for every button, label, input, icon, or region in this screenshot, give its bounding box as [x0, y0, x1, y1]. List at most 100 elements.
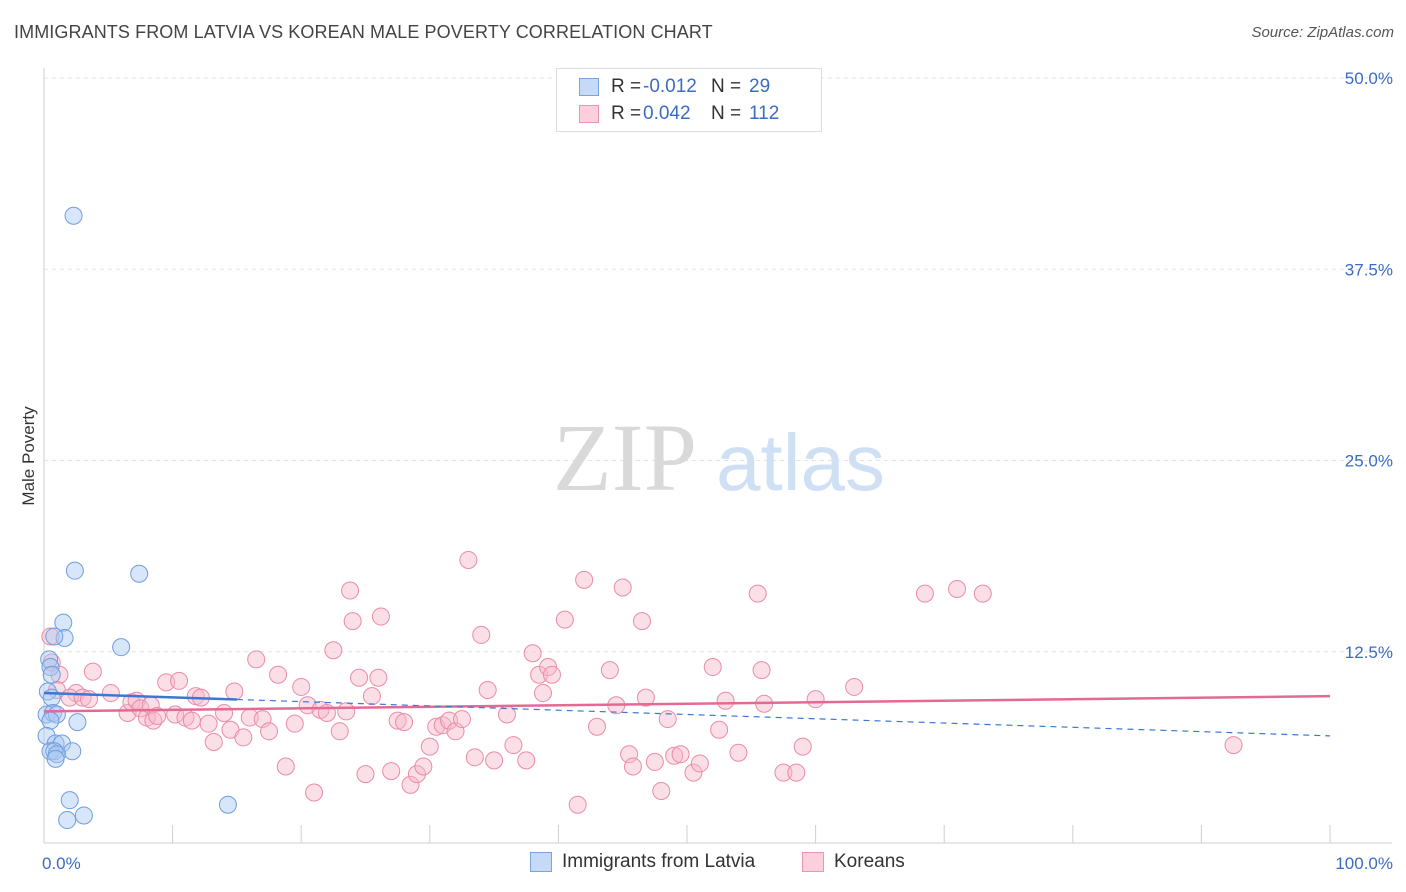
legend-row-latvia: R = -0.012 N = 29 [579, 75, 770, 99]
x-tick-label: 100.0% [1335, 854, 1393, 873]
point-koreans [729, 743, 748, 762]
watermark: ZIP atlas [553, 404, 885, 511]
watermark-zip: ZIP [553, 404, 697, 511]
point-koreans [555, 610, 574, 629]
point-koreans [613, 578, 632, 597]
point-koreans [915, 584, 934, 603]
point-latvia [42, 665, 61, 684]
point-koreans [703, 658, 722, 677]
point-koreans [568, 795, 587, 814]
series-swatch-koreans [802, 852, 824, 872]
point-koreans [575, 570, 594, 589]
chart-title: IMMIGRANTS FROM LATVIA VS KOREAN MALE PO… [14, 22, 713, 42]
series-legend-koreans: Koreans [802, 851, 905, 873]
point-koreans [407, 765, 426, 784]
y-axis-label: Male Poverty [19, 406, 38, 506]
point-koreans [465, 748, 484, 767]
legend-n-value-koreans: 112 [749, 103, 780, 124]
series-legend-latvia: Immigrants from Latvia [530, 851, 755, 873]
point-koreans [170, 671, 189, 690]
point-latvia [60, 791, 79, 810]
point-koreans [414, 757, 433, 776]
point-koreans [362, 687, 381, 706]
legend-r-value-latvia: -0.012 [643, 76, 697, 97]
point-latvia [58, 811, 77, 830]
point-koreans [478, 681, 497, 699]
legend-n-value-latvia: 29 [749, 76, 771, 97]
watermark-atlas: atlas [716, 418, 885, 507]
legend-swatch-latvia [579, 78, 599, 96]
point-latvia [40, 650, 59, 669]
point-koreans [337, 702, 356, 721]
point-koreans [356, 765, 375, 784]
point-koreans [225, 682, 244, 701]
legend-r-value-koreans: 0.042 [643, 103, 691, 124]
point-koreans [793, 737, 812, 756]
grid-lines [44, 77, 1392, 653]
point-koreans [542, 665, 561, 684]
point-koreans [199, 714, 218, 733]
series-swatch-latvia [530, 852, 552, 872]
point-koreans [234, 728, 253, 747]
y-tick-label: 25.0% [1345, 452, 1393, 471]
point-koreans [305, 783, 324, 802]
point-latvia [68, 713, 87, 732]
point-latvia [130, 564, 149, 583]
point-koreans [472, 625, 491, 644]
point-koreans [523, 644, 542, 663]
point-koreans [420, 737, 439, 756]
point-latvia [42, 688, 61, 707]
point-koreans [395, 713, 414, 732]
point-koreans [774, 763, 793, 782]
point-latvia [54, 613, 73, 632]
point-koreans [787, 763, 806, 782]
point-koreans [684, 763, 703, 782]
y-tick-label: 50.0% [1345, 69, 1393, 88]
point-koreans [620, 745, 639, 764]
point-koreans [371, 607, 390, 626]
point-koreans [215, 703, 234, 722]
legend-swatch-koreans [579, 105, 599, 123]
point-koreans [530, 665, 549, 684]
point-koreans [636, 688, 655, 707]
point-koreans [330, 722, 349, 741]
point-koreans [204, 733, 223, 752]
point-latvia [218, 795, 237, 814]
point-koreans [600, 661, 619, 680]
point-koreans [440, 711, 459, 730]
legend-r-label: R = [611, 103, 642, 124]
point-koreans [83, 662, 102, 681]
point-koreans [276, 757, 295, 776]
series-name-latvia: Immigrants from Latvia [562, 851, 756, 872]
point-koreans [485, 751, 504, 770]
point-latvia [45, 742, 64, 761]
point-koreans [324, 641, 343, 660]
point-koreans [388, 711, 407, 730]
point-koreans [50, 665, 69, 684]
source-label: Source: ZipAtlas.com [1251, 24, 1394, 41]
y-tick-label: 12.5% [1345, 643, 1393, 662]
point-koreans [131, 699, 150, 718]
axes [43, 68, 1392, 844]
point-koreans [517, 751, 536, 770]
point-koreans [587, 717, 606, 736]
trend-line-latvia [43, 691, 237, 701]
point-latvia [41, 711, 60, 730]
legend-n-label: N = [711, 76, 742, 97]
point-koreans [341, 581, 360, 600]
point-koreans [382, 762, 401, 781]
point-koreans [369, 668, 388, 687]
point-koreans [157, 673, 176, 692]
point-koreans [948, 580, 967, 599]
point-latvia [74, 806, 93, 825]
point-koreans [269, 665, 288, 684]
point-koreans [623, 757, 642, 776]
point-koreans [247, 650, 266, 669]
point-koreans [1224, 736, 1243, 755]
point-koreans [752, 661, 771, 680]
correlation-legend: R = -0.012 N = 29 R = 0.042 N = 112 [556, 68, 822, 132]
trend-line-koreans [43, 694, 1331, 713]
point-koreans [285, 714, 304, 733]
point-koreans [716, 691, 735, 710]
